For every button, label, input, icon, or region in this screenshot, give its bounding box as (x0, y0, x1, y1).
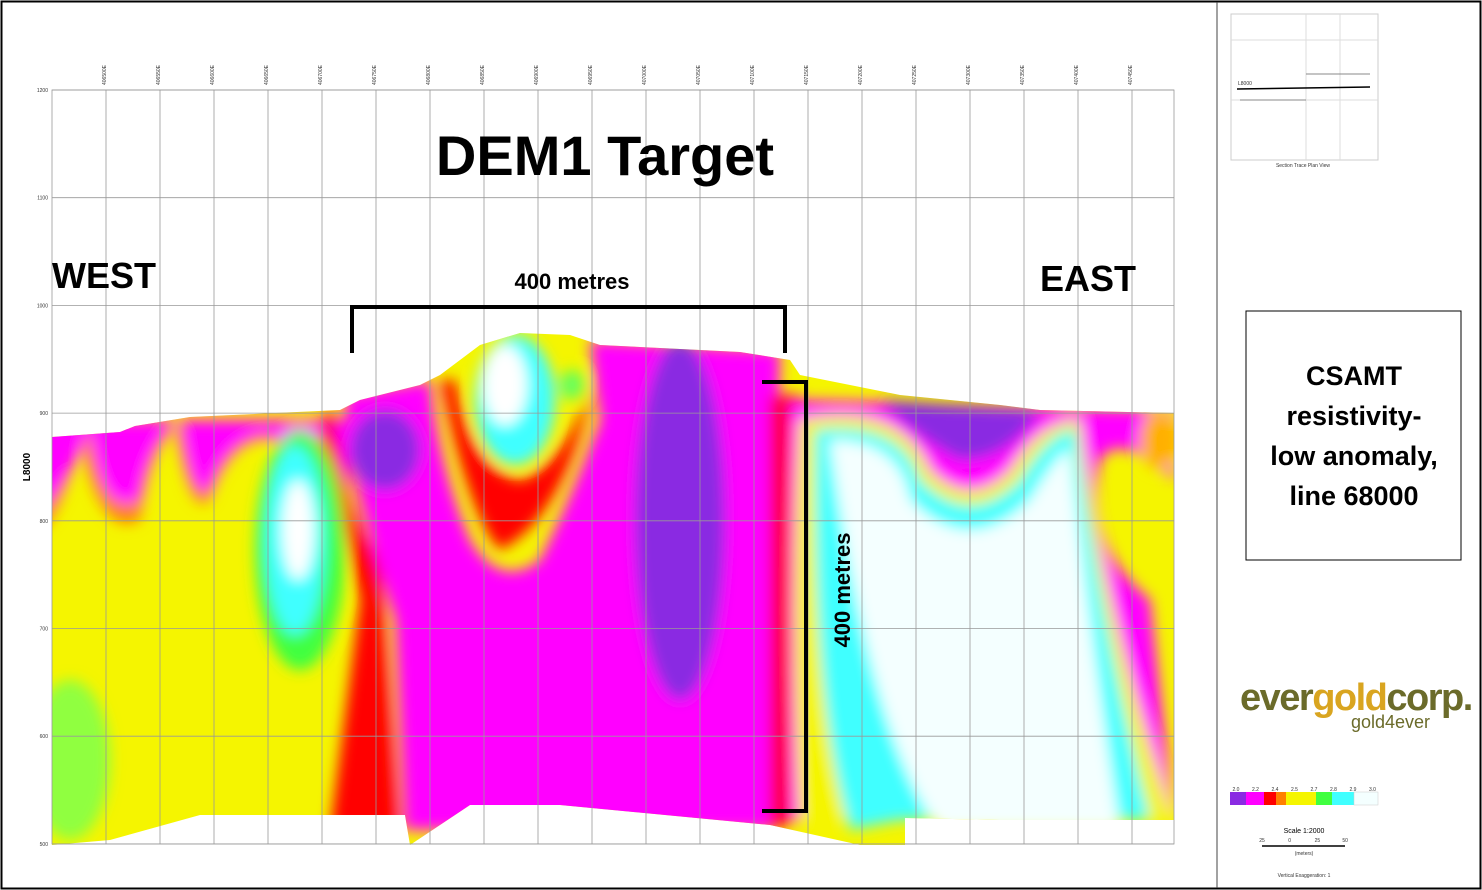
scale-tick: 50 (1342, 838, 1348, 844)
legend-label: 2.5 (1291, 787, 1298, 793)
easting-label: 407400E (1074, 64, 1080, 85)
easting-label: 407050E (696, 64, 702, 85)
easting-label: 407150E (804, 64, 810, 85)
description-box (1245, 310, 1462, 561)
easting-label: 406800E (426, 64, 432, 85)
description-line: CSAMT (1306, 361, 1402, 391)
elevation-label: 500 (40, 842, 49, 848)
elevation-label: 900 (40, 411, 49, 417)
inset-line: L8000 (1238, 81, 1252, 87)
scale-tick: 25 (1259, 838, 1265, 844)
easting-label: 406600E (210, 64, 216, 85)
resistivity-section (52, 333, 1174, 845)
legend-label: 2.7 (1311, 787, 1318, 793)
easting-label: 406750E (372, 64, 378, 85)
easting-label: 407000E (642, 64, 648, 85)
description-line: line 68000 (1289, 481, 1418, 511)
easting-label: 406700E (318, 64, 324, 85)
west-label: WEST (52, 255, 156, 296)
inset (1230, 13, 1379, 161)
easting-label: 407300E (966, 64, 972, 85)
scale-units: (meters) (1295, 851, 1314, 857)
logo-part: gold (1312, 677, 1386, 719)
color-bar (1230, 791, 1379, 847)
scale-tick: 0 (1288, 838, 1291, 844)
easting-label: 406900E (534, 64, 540, 85)
easting-label: 406500E (102, 64, 108, 85)
line-label: L8000 (22, 452, 33, 481)
exaggeration: Vertical Exaggeration: 1 (1278, 873, 1331, 879)
scale-brackets (350, 305, 808, 813)
legend-label: 3.0 (1369, 787, 1376, 793)
easting-label: 406650E (264, 64, 270, 85)
east-label: EAST (1040, 258, 1136, 299)
width-label: 400 metres (515, 269, 630, 294)
logo-tagline: gold4ever (1351, 712, 1430, 732)
elevation-label: 600 (40, 734, 49, 740)
logo: evergoldcorp. (1240, 677, 1472, 719)
easting-label: 407350E (1020, 64, 1026, 85)
description-line: resistivity- (1286, 401, 1421, 431)
legend-label: 2.4 (1272, 787, 1279, 793)
elevation-label: 1200 (37, 88, 48, 94)
easting-label: 406550E (156, 64, 162, 85)
easting-label: 406850E (480, 64, 486, 85)
elevation-label: 1100 (37, 196, 48, 202)
logo-part: corp. (1386, 677, 1471, 719)
legend-label: 2.2 (1252, 787, 1259, 793)
scale-tick: 25 (1315, 838, 1321, 844)
logo-part: ever (1240, 677, 1314, 719)
legend-label: 2.0 (1233, 787, 1240, 793)
depth-label: 400 metres (830, 533, 855, 648)
elevation-label: 800 (40, 519, 49, 525)
easting-label: 407100E (750, 64, 756, 85)
elevation-label: 700 (40, 627, 49, 633)
title: DEM1 Target (436, 124, 774, 187)
legend-label: 2.8 (1330, 787, 1337, 793)
easting-label: 406950E (588, 64, 594, 85)
legend-label: 2.9 (1350, 787, 1357, 793)
easting-label: 407450E (1128, 64, 1134, 85)
scale-label: Scale 1:2000 (1284, 828, 1325, 835)
easting-label: 407200E (858, 64, 864, 85)
easting-label: 407250E (912, 64, 918, 85)
elevation-label: 1000 (37, 303, 48, 309)
description-line: low anomaly, (1270, 441, 1438, 471)
inset-caption: Section Trace Plan View (1276, 163, 1330, 169)
